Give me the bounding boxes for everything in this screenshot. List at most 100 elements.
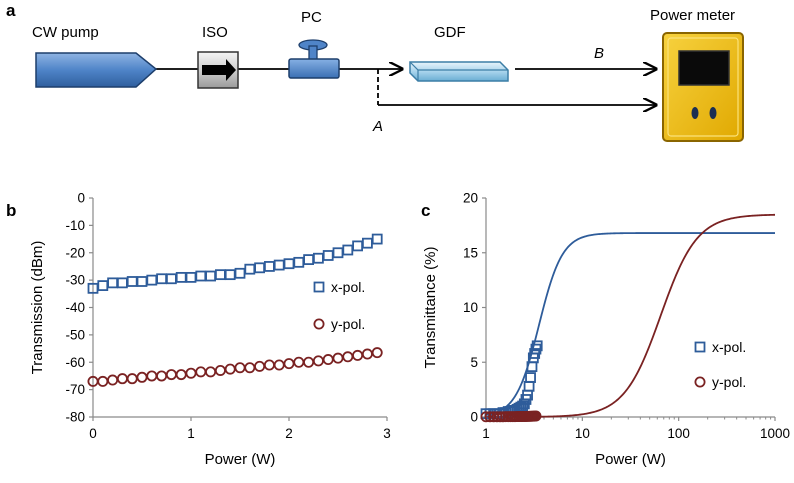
y-pol-point [480,411,492,423]
x-pol-point [517,400,529,412]
y-tick-label: -60 [65,355,85,370]
power-meter: Power meter [650,7,744,142]
y-pol-point [214,364,226,376]
legend-y-pol-label: y-pol. [712,374,746,390]
x-pol-point [254,262,266,274]
y-tick-label: 15 [463,245,478,260]
y-pol-point [156,370,168,382]
y-pol-point [116,373,128,385]
y-pol-point [332,352,344,364]
panel-letter-a: a [6,1,16,20]
y-tick-label: -80 [65,410,85,425]
x-tick-label: 2 [285,426,293,441]
y-tick-label: -70 [65,382,85,397]
y-tick-label: -50 [65,327,85,342]
y-pol-point [254,360,266,372]
legend-y-pol-marker [313,318,325,330]
y-pol-point [283,358,295,370]
y-tick-label: -20 [65,245,85,260]
panel-letter-b: b [6,201,16,220]
meter-display [678,50,730,86]
y-pol-point [97,375,109,387]
x-pol-point [361,237,373,249]
x-tick-label: 10 [575,426,590,441]
x-pol-point [214,269,226,281]
y-tick-label: 5 [470,355,478,370]
y-pol-point [361,348,373,360]
y-pol-point [273,359,285,371]
x-pol-point [175,271,187,283]
y-pol-point [205,366,217,378]
x-pol-point [136,276,148,287]
x-pol-point [525,372,536,383]
isolator-label: ISO [202,24,228,41]
y-tick-label: 10 [463,300,478,315]
y-pol-point [136,371,148,383]
x-pol-point [126,276,138,287]
x-tick-label: 1000 [760,426,790,441]
y-pol-point [146,370,158,382]
legend-x-pol-label: x-pol. [712,339,746,355]
x-pol-point [107,277,118,289]
x-pol-point [117,277,128,289]
x-tick-label: 100 [667,426,690,441]
meter-port-left [691,107,699,119]
y-axis-title: Transmission (dBm) [29,241,46,375]
x-pol-point [205,270,217,282]
y-pol-point [185,367,197,379]
power-meter-label: Power meter [650,7,735,24]
y-pol-point [244,362,256,374]
chart-c: 0 5 10 15 20 1 10 100 1000 Power (W) Transmittance… [422,191,790,469]
x-pol-point [224,269,236,281]
isolator-arrow-icon [202,59,236,81]
x-pol-point [263,261,275,272]
x-pol-point [156,273,168,285]
x-pol-point [97,280,109,292]
x-pol-point [342,244,354,256]
y-pol-point [312,355,324,367]
path-b-label: B [594,45,604,62]
isolator: ISO [197,24,239,89]
panel-letter-c: c [421,201,430,220]
legend-x-pol-label: x-pol. [331,279,365,295]
legend-y-pol-marker [694,376,706,388]
y-tick-label: -10 [65,218,85,233]
legend-x-pol-marker [694,341,706,353]
y-tick-label: -30 [65,273,85,288]
x-tick-label: 3 [383,426,391,441]
x-pol-point [332,247,344,259]
y-pol-point [234,362,246,374]
y-tick-label: 0 [77,191,85,206]
x-pol-point [530,343,542,355]
x-pol-point [322,250,334,261]
gdf-label: GDF [434,24,466,41]
y-pol-point [371,347,383,359]
x-pol-point [244,263,256,275]
x-pol-point [352,240,364,252]
y-pol-point [175,369,187,381]
cw-pump: CW pump [32,24,158,88]
x-pol-point [195,270,207,282]
y-pol-point [165,369,177,381]
x-pol-point [165,273,177,285]
y-pol-point [195,366,207,378]
panel-c: c 0 5 10 15 20 1 10 100 1000 Power (W) Transmittan… [421,191,790,469]
meter-port-right [709,107,717,119]
gdf-fiber: GDF [409,24,509,82]
x-axis-title: Power (W) [205,451,276,468]
cw-pump-label: CW pump [32,24,99,41]
x-pol-point [531,340,543,352]
x-axis-title: Power (W) [595,451,666,468]
y-pol-point [107,374,119,386]
x-tick-label: 0 [89,426,97,441]
y-pol-point [263,359,275,371]
y-tick-label: 20 [463,191,478,206]
x-pol-point [303,254,315,265]
legend-x-pol-marker [313,281,325,293]
x-pol-point [293,256,305,268]
y-pol-point [342,351,354,363]
x-pol-point [371,233,383,245]
panel-b: b 0 -10 -20 -30 -40 -50 -60 -70 -80 0 1 2 3 Power (W)… [6,191,391,469]
x-pol-point [146,274,158,286]
